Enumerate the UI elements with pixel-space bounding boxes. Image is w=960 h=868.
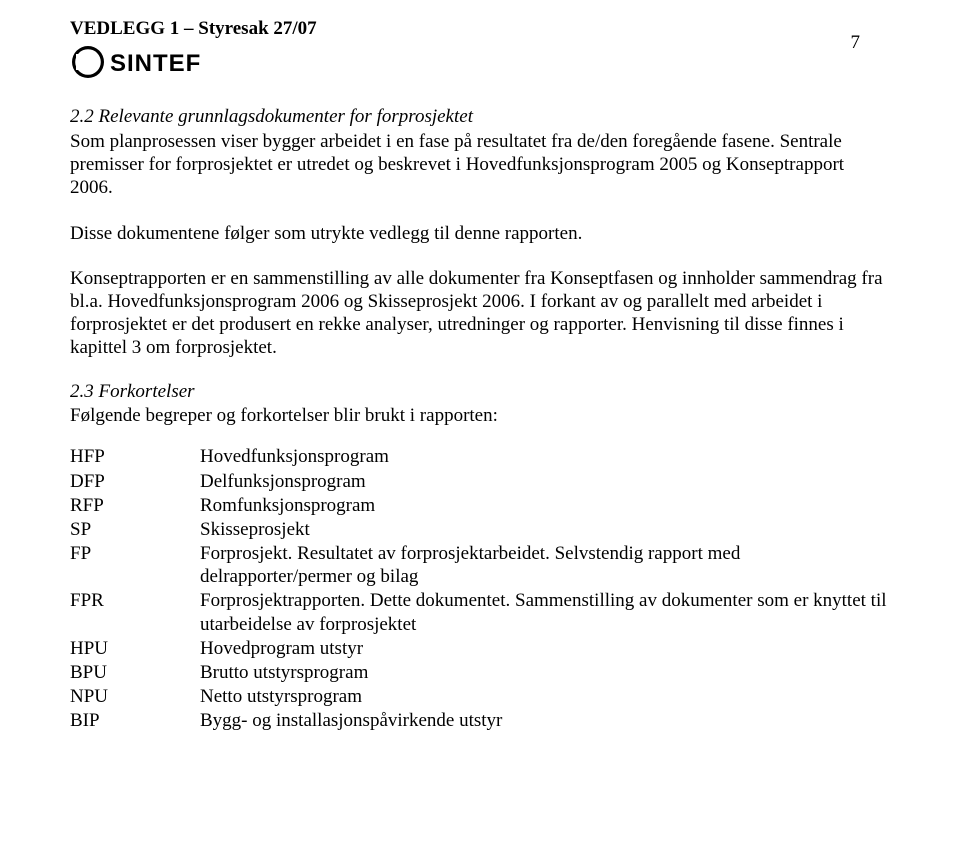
section-2-2-title: Relevante grunnlagsdokumenter for forpro… xyxy=(99,106,473,127)
attachment-title: VEDLEGG 1 – Styresak 27/07 xyxy=(70,18,317,40)
table-row: HFP Hovedfunksjonsprogram xyxy=(70,445,890,469)
table-row: BIP Bygg- og installasjonspåvirkende uts… xyxy=(70,709,890,733)
document-page: VEDLEGG 1 – Styresak 27/07 SINTEF 7 2.2 xyxy=(0,0,960,773)
table-row: SP Skisseprosjekt xyxy=(70,518,890,542)
section-2-2-para-2: Disse dokumentene følger som utrykte ved… xyxy=(70,222,890,245)
table-row: HPU Hovedprogram utstyr xyxy=(70,637,890,661)
abbrev-key: HPU xyxy=(70,637,200,661)
section-2-3-heading: 2.3 Forkortelser xyxy=(70,381,890,403)
table-row: DFP Delfunksjonsprogram xyxy=(70,470,890,494)
section-2-2-heading: 2.2 Relevante grunnlagsdokumenter for fo… xyxy=(70,106,890,128)
sintef-logo: SINTEF xyxy=(70,44,317,80)
abbrev-key: NPU xyxy=(70,685,200,709)
page-header: VEDLEGG 1 – Styresak 27/07 SINTEF 7 xyxy=(70,18,890,80)
table-row: RFP Romfunksjonsprogram xyxy=(70,494,890,518)
abbrev-key: DFP xyxy=(70,470,200,494)
abbrev-value: Netto utstyrsprogram xyxy=(200,685,890,709)
logo-text: SINTEF xyxy=(110,50,201,77)
abbrev-value: Skisseprosjekt xyxy=(200,518,890,542)
section-2-3-number: 2.3 xyxy=(70,381,94,402)
table-row: NPU Netto utstyrsprogram xyxy=(70,685,890,709)
abbrev-key: SP xyxy=(70,518,200,542)
table-row: BPU Brutto utstyrsprogram xyxy=(70,661,890,685)
table-row: FP Forprosjekt. Resultatet av forprosjek… xyxy=(70,542,890,589)
abbrev-key: FP xyxy=(70,542,200,589)
abbrev-value: Brutto utstyrsprogram xyxy=(200,661,890,685)
abbrev-key: BIP xyxy=(70,709,200,733)
header-left-block: VEDLEGG 1 – Styresak 27/07 SINTEF xyxy=(70,18,317,80)
section-2-2-para-1: Som planprosessen viser bygger arbeidet … xyxy=(70,130,890,200)
abbreviations-table: HFP Hovedfunksjonsprogram DFP Delfunksjo… xyxy=(70,445,890,733)
abbrev-value: Hovedfunksjonsprogram xyxy=(200,445,890,469)
abbrev-value: Forprosjektrapporten. Dette dokumentet. … xyxy=(200,589,890,636)
abbrev-value: Forprosjekt. Resultatet av forprosjektar… xyxy=(200,542,890,589)
section-2-2-para-3: Konseptrapporten er en sammenstilling av… xyxy=(70,267,890,360)
sintef-logo-svg: SINTEF xyxy=(70,44,240,80)
abbrev-key: RFP xyxy=(70,494,200,518)
section-2-3-title: Forkortelser xyxy=(99,381,195,402)
abbrev-key: FPR xyxy=(70,589,200,636)
abbrev-value: Bygg- og installasjonspåvirkende utstyr xyxy=(200,709,890,733)
abbrev-value: Romfunksjonsprogram xyxy=(200,494,890,518)
page-number: 7 xyxy=(851,32,861,54)
table-row: FPR Forprosjektrapporten. Dette dokument… xyxy=(70,589,890,636)
abbrev-value: Delfunksjonsprogram xyxy=(200,470,890,494)
abbrev-key: HFP xyxy=(70,445,200,469)
section-2-2-number: 2.2 xyxy=(70,106,94,127)
abbrev-value: Hovedprogram utstyr xyxy=(200,637,890,661)
abbrev-key: BPU xyxy=(70,661,200,685)
section-2-3-intro: Følgende begreper og forkortelser blir b… xyxy=(70,405,890,427)
